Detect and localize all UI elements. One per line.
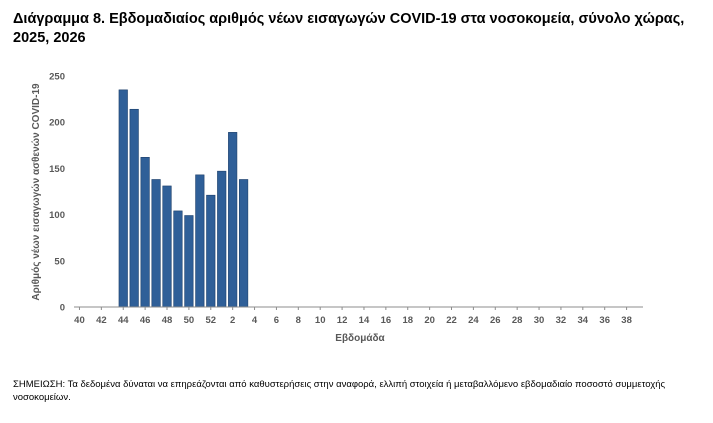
x-tick-label: 44 bbox=[118, 315, 129, 326]
x-tick-label: 8 bbox=[296, 315, 301, 326]
x-tick-label: 2 bbox=[230, 315, 235, 326]
bar-week-45 bbox=[129, 108, 139, 308]
x-tick-label: 6 bbox=[274, 315, 279, 326]
x-tick-label: 48 bbox=[162, 315, 173, 326]
x-tick-label: 40 bbox=[74, 315, 85, 326]
y-tick-label: 150 bbox=[49, 164, 65, 175]
bar-week-52 bbox=[206, 194, 216, 308]
x-tick-label: 18 bbox=[402, 315, 413, 326]
x-tick-label: 12 bbox=[337, 315, 348, 326]
x-axis-title: Εβδομάδα bbox=[335, 333, 385, 344]
y-axis-title: Αριθμός νέων εισαγωγών ασθενών COVID-19 bbox=[31, 83, 42, 301]
x-tick-label: 22 bbox=[446, 315, 457, 326]
bar-week-2 bbox=[228, 132, 238, 308]
bar-week-3 bbox=[239, 179, 249, 308]
bar-week-47 bbox=[151, 179, 161, 308]
x-tick-label: 32 bbox=[556, 315, 567, 326]
bar-week-50 bbox=[184, 215, 194, 308]
y-tick-label: 100 bbox=[49, 210, 65, 221]
bar-week-51 bbox=[195, 174, 205, 308]
x-axis-ticks: 40 42 44 46 48 50 52 2 4 6 8 10 12 14 16 18 20 22 24 26 28 30… bbox=[74, 307, 632, 326]
x-tick-label: 52 bbox=[205, 315, 216, 326]
bar-week-44 bbox=[118, 89, 128, 308]
x-tick-label: 26 bbox=[490, 315, 501, 326]
x-tick-label: 16 bbox=[381, 315, 392, 326]
x-tick-label: 36 bbox=[599, 315, 610, 326]
x-tick-label: 20 bbox=[424, 315, 435, 326]
footnote: ΣΗΜΕΙΩΣΗ: Τα δεδομένα δύναται να επηρεάζ… bbox=[13, 379, 666, 403]
y-axis-ticks: 0 50 100 150 200 250 bbox=[49, 72, 65, 314]
x-tick-label: 46 bbox=[140, 315, 151, 326]
bar-week-49 bbox=[173, 210, 183, 308]
x-tick-label: 42 bbox=[96, 315, 107, 326]
x-tick-label: 50 bbox=[184, 315, 195, 326]
bar-week-48 bbox=[162, 185, 172, 308]
x-tick-label: 24 bbox=[468, 315, 479, 326]
x-tick-label: 10 bbox=[315, 315, 326, 326]
y-tick-label: 0 bbox=[60, 303, 65, 314]
bars bbox=[118, 89, 249, 308]
x-tick-label: 14 bbox=[359, 315, 370, 326]
bar-week-46 bbox=[140, 157, 150, 308]
x-tick-label: 30 bbox=[534, 315, 545, 326]
x-tick-label: 38 bbox=[621, 315, 632, 326]
y-tick-label: 50 bbox=[54, 256, 65, 267]
bar-week-1 bbox=[217, 170, 227, 308]
bar-chart: Αριθμός νέων εισαγωγών ασθενών COVID-19 … bbox=[31, 72, 643, 344]
x-tick-label: 4 bbox=[252, 315, 258, 326]
x-tick-label: 34 bbox=[578, 315, 589, 326]
x-tick-label: 28 bbox=[512, 315, 523, 326]
chart-title: Διάγραμμα 8. Εβδομαδιαίος αριθμός νέων ε… bbox=[13, 11, 685, 46]
y-tick-label: 250 bbox=[49, 72, 65, 83]
y-tick-label: 200 bbox=[49, 118, 65, 129]
